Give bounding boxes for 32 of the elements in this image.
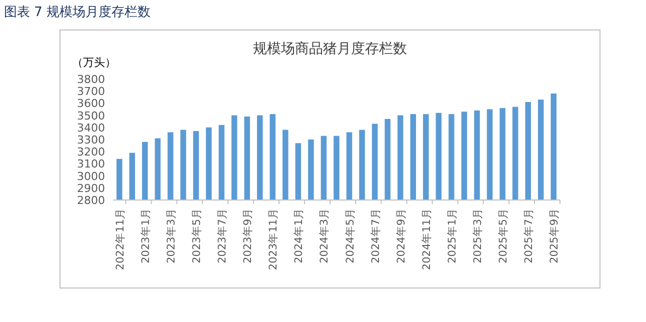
y-tick-label: 3700 xyxy=(77,85,105,98)
x-tick-label: 2022年11月 xyxy=(114,208,126,270)
x-tick-label: 2024年9月 xyxy=(395,208,408,264)
x-tick-label: 2023年9月 xyxy=(242,208,254,264)
x-tick-label: 2025年7月 xyxy=(523,208,536,264)
y-tick-label: 3500 xyxy=(77,109,105,122)
y-tick-label: 2900 xyxy=(77,182,105,195)
chart-title: 规模场商品猪月度存栏数 xyxy=(253,41,407,57)
x-tick-label: 2025年9月 xyxy=(548,208,561,264)
x-tick-label: 2023年7月 xyxy=(216,208,229,264)
x-tick-label: 2023年11月 xyxy=(268,208,280,270)
y-tick-label: 3600 xyxy=(77,97,105,110)
x-tick-label: 2023年3月 xyxy=(165,208,178,264)
y-tick-label: 3000 xyxy=(77,170,105,183)
y-tick-label: 3200 xyxy=(77,146,105,159)
x-tick-label: 2024年7月 xyxy=(370,208,382,264)
x-tick-label: 2023年1月 xyxy=(140,208,152,264)
x-tick-label: 2024年3月 xyxy=(318,208,331,264)
x-tick-label: 2023年5月 xyxy=(191,208,204,264)
y-tick-label: 2800 xyxy=(77,194,105,207)
y-tick-label: 3800 xyxy=(77,73,105,86)
x-tick-label: 2025年3月 xyxy=(472,208,484,264)
x-tick-label: 2025年1月 xyxy=(446,208,458,264)
y-tick-label: 3100 xyxy=(77,158,105,171)
x-tick-label: 2024年5月 xyxy=(344,208,356,264)
x-tick-label: 2024年11月 xyxy=(420,208,433,270)
x-tick-label: 2024年1月 xyxy=(293,208,306,264)
y-tick-label: 3300 xyxy=(77,134,105,146)
y-axis-title: （万头） xyxy=(72,56,116,69)
text: 图表 7 规模场月度存栏数 xyxy=(4,4,151,20)
y-tick-label: 3400 xyxy=(77,121,105,134)
x-tick-label: 2025年5月 xyxy=(498,208,510,264)
